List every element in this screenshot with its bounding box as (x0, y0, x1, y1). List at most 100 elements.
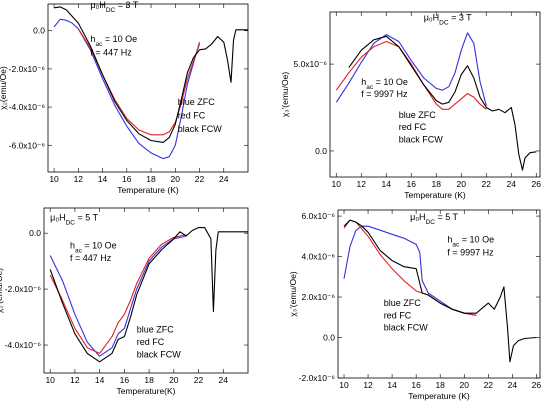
chart-panel-c: 10 12 14 16 18 20 22 24 0.0 -2.0x10⁻⁶ -4.0x10⁻⁶ Tem… (0, 207, 249, 396)
annotation: red FC (384, 310, 412, 320)
annotation: f = 447 Hz (90, 48, 132, 58)
x-tick-label: 12 (70, 375, 80, 385)
series-line-zfc (343, 225, 477, 316)
x-tick-label: 14 (387, 380, 397, 390)
chart-panel-b: 10 12 14 16 18 20 22 24 26 0.0 5.0x10⁻⁶ Temperature… (280, 11, 542, 200)
y-tick-label: -2.0x10⁻⁶ (9, 64, 45, 74)
x-tick-label: 20 (169, 375, 179, 385)
series-line-fc (49, 234, 187, 354)
chart-panel-d: 10 12 14 16 18 20 22 24 26 6.0x10⁻⁶ 4.0x10⁻⁶ 2.0x10… (288, 209, 542, 401)
plot-frame (329, 11, 541, 178)
x-tick-label: 18 (144, 375, 154, 385)
x-tick-label: 20 (460, 380, 470, 390)
x-tick-label: 24 (508, 380, 518, 390)
annotation: hac = 10 Oe (70, 241, 117, 255)
y-tick-label: 0.0 (33, 26, 45, 36)
x-axis-label: Temperature (K) (408, 391, 470, 401)
annotation: red FC (399, 122, 427, 132)
x-tick-label: 18 (432, 179, 442, 189)
y-tick-label: 0.0 (315, 146, 327, 156)
x-tick-label: 10 (49, 174, 59, 184)
x-tick-label: 22 (195, 174, 205, 184)
annotation: black FCW (399, 134, 444, 144)
plot-frame (337, 209, 541, 379)
x-tick-label: 26 (532, 179, 542, 189)
annotation: blue ZFC (137, 324, 175, 334)
annotation: μ₀HDC = 5 T (410, 212, 458, 226)
annotation: μ₀HDC = 5 T (50, 213, 98, 227)
x-tick-label: 26 (532, 380, 542, 390)
x-tick-label: 16 (407, 179, 417, 189)
y-tick-label: 0.0 (29, 228, 41, 238)
x-tick-label: 18 (435, 380, 445, 390)
annotation: red FC (178, 111, 206, 121)
series-line-fcw (343, 219, 537, 363)
annotation: hac = 10 Oe (361, 77, 408, 91)
series-line-fcw (49, 227, 248, 363)
x-tick-label: 24 (219, 375, 229, 385)
series-line-fcw (348, 35, 537, 171)
series-line-fcw (54, 6, 248, 143)
chart-panel-a: 10 12 14 16 18 20 22 24 0.0 -2.0x10⁻⁶ -4.0x10⁻⁶ -6.… (0, 0, 249, 195)
series-line-zfc (49, 235, 187, 357)
y-tick-label: -2.0x10⁻⁶ (5, 284, 41, 294)
y-axis-label: χ₂(emu/Oe) (0, 66, 8, 110)
y-tick-label: 4.0x10⁻⁶ (301, 252, 335, 262)
series-line-zfc (335, 32, 487, 106)
annotation: black FCW (384, 322, 429, 332)
y-tick-label: -4.0x10⁻⁶ (5, 340, 41, 350)
x-tick-label: 24 (507, 179, 517, 189)
x-axis-label: Temperature(K) (116, 386, 175, 396)
plot-frame (47, 3, 249, 173)
annotation: hac = 10 Oe (90, 34, 137, 48)
annotation: f = 447 Hz (70, 253, 112, 263)
x-tick-label: 12 (357, 179, 367, 189)
plot-frame (43, 207, 249, 374)
series-line-fc (335, 40, 487, 110)
x-tick-label: 16 (120, 375, 130, 385)
x-tick-label: 16 (122, 174, 132, 184)
annotation: blue ZFC (384, 298, 422, 308)
x-tick-label: 22 (482, 179, 492, 189)
x-tick-label: 10 (339, 380, 349, 390)
x-tick-label: 10 (45, 375, 55, 385)
annotation: μ₀HDC = 3 T (424, 13, 472, 27)
x-tick-label: 14 (382, 179, 392, 189)
x-axis-label: Temperature (K) (404, 190, 466, 200)
x-tick-label: 14 (98, 174, 108, 184)
x-tick-label: 22 (484, 380, 494, 390)
x-tick-label: 24 (219, 174, 229, 184)
annotation: f = 9997 Hz (447, 248, 494, 258)
annotation: μ₀HDC = 3 T (90, 0, 138, 13)
x-tick-label: 14 (95, 375, 105, 385)
x-axis-label: Temperature (K) (117, 185, 179, 195)
y-tick-label: -2.0x10⁻⁶ (299, 373, 335, 383)
y-axis-label: χ₂′(emu/Oe) (0, 268, 4, 313)
y-tick-label: 6.0x10⁻⁶ (301, 211, 335, 221)
y-tick-label: -4.0x10⁻⁶ (9, 102, 45, 112)
x-tick-label: 16 (411, 380, 421, 390)
x-tick-label: 12 (74, 174, 84, 184)
annotation: blue ZFC (399, 110, 437, 120)
y-axis-label: χ₃′(emu/Oe) (288, 271, 298, 317)
annotation: blue ZFC (178, 97, 216, 107)
y-tick-label: 0.0 (323, 333, 335, 343)
y-axis-label: χ₃′(emu/Oe) (280, 72, 290, 118)
annotation: black FCW (137, 350, 182, 360)
annotation: hac = 10 Oe (447, 234, 494, 248)
x-tick-label: 10 (332, 179, 342, 189)
series-line-zfc (53, 18, 201, 160)
x-tick-label: 12 (363, 380, 373, 390)
x-tick-label: 20 (171, 174, 181, 184)
y-tick-label: 5.0x10⁻⁶ (293, 59, 327, 69)
annotation: f = 9997 Hz (361, 89, 408, 99)
annotation: black FCW (178, 124, 223, 134)
x-tick-label: 18 (146, 174, 156, 184)
y-tick-label: 2.0x10⁻⁶ (301, 292, 335, 302)
x-tick-label: 20 (457, 179, 467, 189)
annotation: red FC (137, 337, 165, 347)
y-tick-label: -6.0x10⁻⁶ (9, 140, 45, 150)
x-tick-label: 22 (194, 375, 204, 385)
